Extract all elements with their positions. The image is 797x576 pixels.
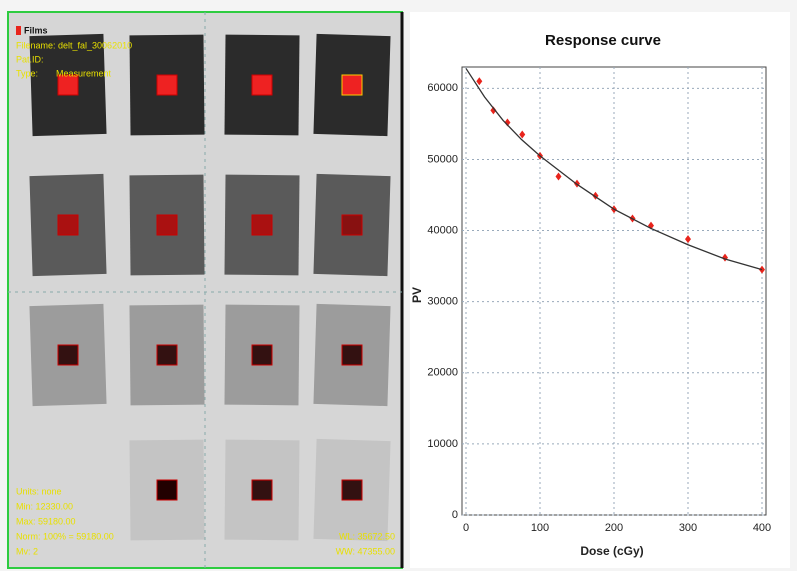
y-axis-label: PV (410, 287, 424, 303)
y-tick-label: 20000 (427, 367, 458, 379)
y-tick-label: 40000 (427, 224, 458, 236)
page: Films Filename: delt_fal_30062010 Pat.ID… (0, 0, 797, 576)
x-axis-label: Dose (cGy) (580, 544, 643, 558)
x-tick-label: 0 (463, 522, 469, 534)
film-spot (252, 345, 272, 365)
screen: Films Filename: delt_fal_30062010 Pat.ID… (0, 0, 797, 571)
info-text: Measurement (56, 68, 112, 78)
y-tick-label: 30000 (427, 296, 458, 308)
film-spot (157, 215, 177, 235)
y-tick-label: 60000 (427, 82, 458, 94)
info-text: Min: 12330.00 (16, 501, 73, 511)
info-text: Max: 59180.00 (16, 516, 76, 526)
y-tick-label: 50000 (427, 153, 458, 165)
film-spot (157, 480, 177, 500)
info-text: Norm: 100% = 59180.00 (16, 531, 114, 541)
film-spot (342, 480, 362, 500)
x-tick-label: 200 (605, 522, 623, 534)
x-tick-label: 100 (531, 522, 549, 534)
info-text: WW: 47355.00 (336, 546, 395, 556)
film-spot (58, 215, 78, 235)
film-spot (342, 345, 362, 365)
info-text: Filename: delt_fal_30062010 (16, 40, 132, 50)
info-text: Units: none (16, 486, 62, 496)
info-text: Type: (16, 68, 38, 78)
film-spot (342, 215, 362, 235)
info-text: Pat.ID: (16, 54, 44, 64)
film-spot (157, 345, 177, 365)
film-spot (252, 75, 272, 95)
x-tick-label: 300 (679, 522, 697, 534)
panel-title: Films (24, 25, 48, 35)
film-spot (157, 75, 177, 95)
info-text: Mv: 2 (16, 546, 38, 556)
films-icon (16, 26, 21, 35)
y-tick-label: 10000 (427, 438, 458, 450)
info-text: WL: 35672.50 (339, 531, 395, 541)
chart-title: Response curve (545, 32, 661, 49)
film-spot (252, 480, 272, 500)
film-spot (342, 75, 362, 95)
film-spot (58, 345, 78, 365)
y-tick-label: 0 (452, 509, 458, 521)
plot: 0 10000 20000 30000 40000 50000 60000 0 100 200 30… (427, 67, 771, 534)
film-spot (252, 215, 272, 235)
x-tick-label: 400 (753, 522, 771, 534)
